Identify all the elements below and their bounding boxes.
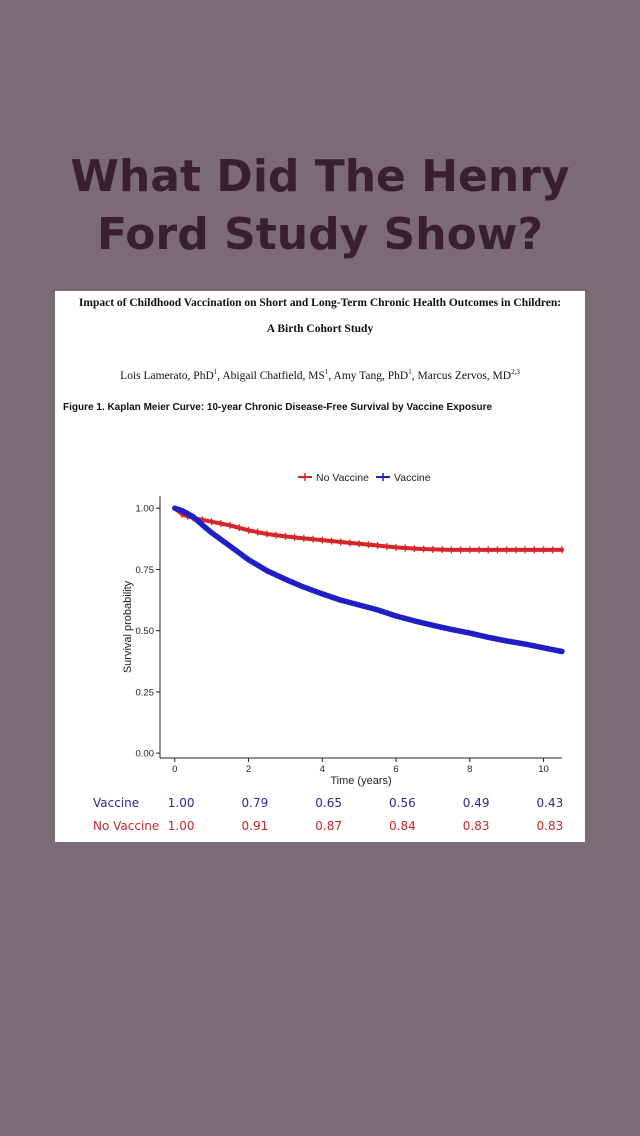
vaccine-curve bbox=[172, 505, 565, 655]
x-tick-label: 10 bbox=[538, 764, 549, 775]
risk-value: 0.56 bbox=[389, 796, 416, 810]
risk-value: 0.87 bbox=[315, 819, 342, 833]
author-affiliation: 1 bbox=[213, 368, 218, 376]
author-name: Lois Lamerato, PhD bbox=[120, 369, 214, 382]
risk-value: 1.00 bbox=[167, 819, 195, 833]
y-tick-label: 1.00 bbox=[136, 504, 155, 515]
figure-caption: Figure 1. Kaplan Meier Curve: 10-year Ch… bbox=[63, 402, 493, 413]
author-affiliation: 2,3 bbox=[511, 368, 520, 376]
headline-line-2: Ford Study Show? bbox=[97, 209, 543, 260]
headline-line-1: What Did The Henry bbox=[70, 151, 570, 202]
legend-label-no-vaccine: No Vaccine bbox=[316, 472, 369, 484]
x-axis-label: Time (years) bbox=[330, 775, 391, 787]
paper-title: Impact of Childhood Vaccination on Short… bbox=[78, 297, 562, 309]
risk-value: 0.91 bbox=[241, 819, 269, 833]
risk-value: 0.83 bbox=[536, 819, 564, 833]
risk-value: 0.43 bbox=[536, 796, 564, 810]
y-axis-label: Survival probability bbox=[122, 580, 134, 673]
x-tick-label: 6 bbox=[393, 764, 398, 775]
risk-row-label: No Vaccine bbox=[93, 819, 160, 833]
risk-row-label: Vaccine bbox=[93, 796, 140, 810]
risk-value: 0.65 bbox=[315, 796, 342, 810]
y-tick-label: 0.25 bbox=[136, 687, 155, 698]
legend-label-vaccine: Vaccine bbox=[394, 472, 431, 484]
author-name: Marcus Zervos, MD bbox=[417, 369, 512, 382]
x-tick-label: 2 bbox=[246, 764, 251, 775]
risk-value: 0.49 bbox=[462, 796, 490, 810]
risk-value: 0.84 bbox=[389, 819, 416, 833]
risk-value: 0.79 bbox=[241, 796, 269, 810]
x-tick-label: 8 bbox=[467, 764, 472, 775]
author-affiliation: 1 bbox=[324, 368, 329, 376]
author-affiliation: 1 bbox=[408, 368, 412, 376]
x-tick-label: 0 bbox=[172, 764, 177, 775]
y-tick-label: 0.75 bbox=[136, 565, 155, 576]
y-tick-label: 0.00 bbox=[136, 749, 155, 760]
risk-value: 1.00 bbox=[167, 796, 195, 810]
kaplan-meier-chart: 0.00 0.25 0.50 0.75 1.00 0 2 4 6 8 10 Time (years) S… bbox=[122, 472, 565, 787]
x-tick-label: 4 bbox=[320, 764, 325, 775]
headline: What Did The Henry Ford Study Show? bbox=[0, 148, 640, 264]
paper-card: Impact of Childhood Vaccination on Short… bbox=[55, 291, 585, 842]
author-name: Abigail Chatfield, MS bbox=[222, 369, 325, 382]
paper-subtitle: A Birth Cohort Study bbox=[266, 323, 374, 335]
author-list: Lois Lamerato, PhD1, Abigail Chatfield, … bbox=[120, 368, 520, 382]
risk-value: 0.83 bbox=[462, 819, 490, 833]
y-tick-label: 0.50 bbox=[136, 626, 155, 637]
author-name: Amy Tang, PhD bbox=[333, 369, 409, 382]
